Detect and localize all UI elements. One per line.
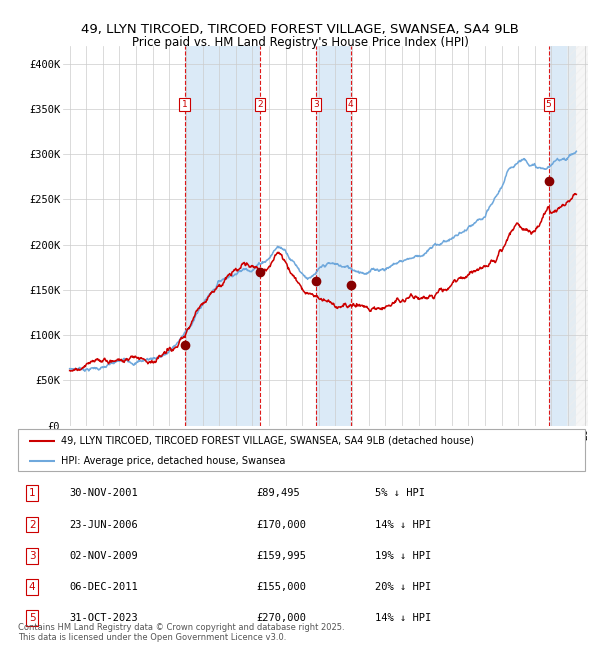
Bar bbox=[316, 46, 351, 426]
Text: £89,495: £89,495 bbox=[256, 488, 300, 499]
Text: 2: 2 bbox=[257, 100, 263, 109]
Text: 1: 1 bbox=[182, 100, 187, 109]
Text: £159,995: £159,995 bbox=[256, 551, 306, 561]
Text: 14% ↓ HPI: 14% ↓ HPI bbox=[375, 613, 431, 623]
Text: 49, LLYN TIRCOED, TIRCOED FOREST VILLAGE, SWANSEA, SA4 9LB (detached house): 49, LLYN TIRCOED, TIRCOED FOREST VILLAGE… bbox=[61, 436, 473, 446]
Text: 3: 3 bbox=[313, 100, 319, 109]
Text: Price paid vs. HM Land Registry's House Price Index (HPI): Price paid vs. HM Land Registry's House … bbox=[131, 36, 469, 49]
Text: 19% ↓ HPI: 19% ↓ HPI bbox=[375, 551, 431, 561]
Text: £170,000: £170,000 bbox=[256, 519, 306, 530]
Text: 5% ↓ HPI: 5% ↓ HPI bbox=[375, 488, 425, 499]
Text: 4: 4 bbox=[348, 100, 353, 109]
Text: 3: 3 bbox=[29, 551, 35, 561]
FancyBboxPatch shape bbox=[18, 429, 585, 471]
Text: 20% ↓ HPI: 20% ↓ HPI bbox=[375, 582, 431, 592]
Text: 31-OCT-2023: 31-OCT-2023 bbox=[69, 613, 138, 623]
Text: 1: 1 bbox=[29, 488, 35, 499]
Text: £155,000: £155,000 bbox=[256, 582, 306, 592]
Text: 49, LLYN TIRCOED, TIRCOED FOREST VILLAGE, SWANSEA, SA4 9LB: 49, LLYN TIRCOED, TIRCOED FOREST VILLAGE… bbox=[81, 23, 519, 36]
Text: 30-NOV-2001: 30-NOV-2001 bbox=[69, 488, 138, 499]
Bar bbox=[567, 46, 593, 426]
Text: 2: 2 bbox=[29, 519, 35, 530]
Text: Contains HM Land Registry data © Crown copyright and database right 2025.
This d: Contains HM Land Registry data © Crown c… bbox=[18, 623, 344, 642]
Text: 23-JUN-2006: 23-JUN-2006 bbox=[69, 519, 138, 530]
Bar bbox=[548, 46, 577, 426]
Text: 06-DEC-2011: 06-DEC-2011 bbox=[69, 582, 138, 592]
Bar bbox=[185, 46, 260, 426]
Text: £270,000: £270,000 bbox=[256, 613, 306, 623]
Text: 5: 5 bbox=[546, 100, 551, 109]
Text: 02-NOV-2009: 02-NOV-2009 bbox=[69, 551, 138, 561]
Text: HPI: Average price, detached house, Swansea: HPI: Average price, detached house, Swan… bbox=[61, 456, 285, 465]
Text: 4: 4 bbox=[29, 582, 35, 592]
Text: 14% ↓ HPI: 14% ↓ HPI bbox=[375, 519, 431, 530]
Text: 5: 5 bbox=[29, 613, 35, 623]
